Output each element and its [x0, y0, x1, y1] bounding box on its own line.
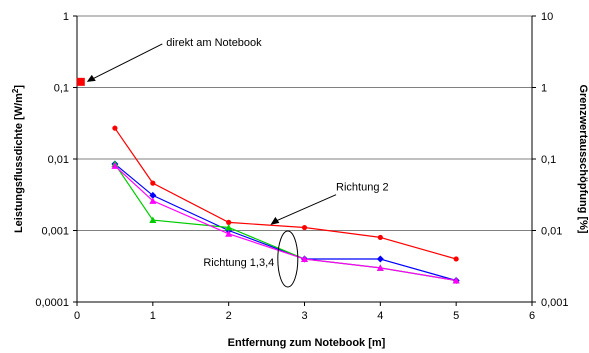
highlight-point	[76, 77, 85, 86]
x-tick-label: 4	[377, 310, 383, 322]
data-point	[301, 255, 308, 262]
y2-tick-label: 1	[541, 83, 547, 95]
arrow-line-direkt	[90, 43, 163, 81]
data-point	[377, 234, 383, 241]
y2-tick-label: 10	[541, 11, 553, 23]
y-axis-title-sup: 2	[11, 88, 20, 93]
x-tick-label: 6	[529, 310, 535, 322]
series-line-3	[114, 165, 457, 282]
data-point	[301, 224, 308, 231]
y-tick-label: 0,01	[48, 154, 69, 166]
y-tick-label: 0,001	[41, 226, 69, 238]
data-point	[376, 255, 384, 263]
y2-tick-label: 0,01	[541, 226, 562, 238]
data-point	[376, 264, 384, 271]
arrow-line-richtung-2	[276, 194, 337, 222]
x-tick-label: 5	[453, 310, 459, 322]
x-tick-label: 3	[301, 310, 307, 322]
x-tick-label: 0	[74, 310, 80, 322]
x-tick-label: 1	[150, 310, 156, 322]
data-point	[111, 162, 119, 169]
series-line-2	[114, 163, 457, 282]
y2-tick-label: 0,001	[541, 297, 569, 309]
y-tick-label: 1	[63, 11, 69, 23]
arrow-head-direkt	[86, 74, 96, 82]
data-point	[149, 191, 157, 199]
y-axis-title-right: Grenzwertausschöpfung [%]	[577, 84, 589, 233]
y-axis-title-main: Leistungsflussdichte [W/m	[13, 93, 25, 233]
data-point	[453, 256, 459, 262]
series-line-0	[114, 127, 457, 260]
data-point	[452, 276, 460, 284]
annotation-richtung-2: Richtung 2	[336, 182, 389, 194]
y-axis-title-left: Leistungsflussdichte [W/m2]	[11, 85, 26, 233]
x-axis-title: Entfernung zum Notebook [m]	[228, 337, 386, 349]
annotation-direkt-am-notebook: direkt am Notebook	[166, 37, 262, 49]
data-point	[112, 125, 118, 131]
plot-area: 0,0001 0,001 0,01 0,1 1 0,001 0,01 0,1 1 10 0 1 2 3 4 5…	[11, 11, 589, 349]
annotation-ellipse	[277, 230, 299, 288]
x-tick-label: 2	[226, 310, 232, 322]
y-axis-title-end: ]	[13, 85, 25, 89]
data-point	[225, 230, 233, 237]
arrow-head-richtung-2	[270, 216, 280, 225]
data-point	[149, 216, 157, 224]
data-point	[226, 219, 232, 225]
annotation-richtung-134: Richtung 1,3,4	[203, 257, 274, 269]
data-point	[225, 224, 233, 231]
series-line-1	[114, 163, 457, 282]
y-tick-label: 0,1	[54, 83, 69, 95]
y-tick-label: 0,0001	[35, 297, 69, 309]
y2-tick-label: 0,1	[541, 154, 556, 166]
data-point	[149, 197, 157, 204]
data-point	[150, 180, 156, 186]
